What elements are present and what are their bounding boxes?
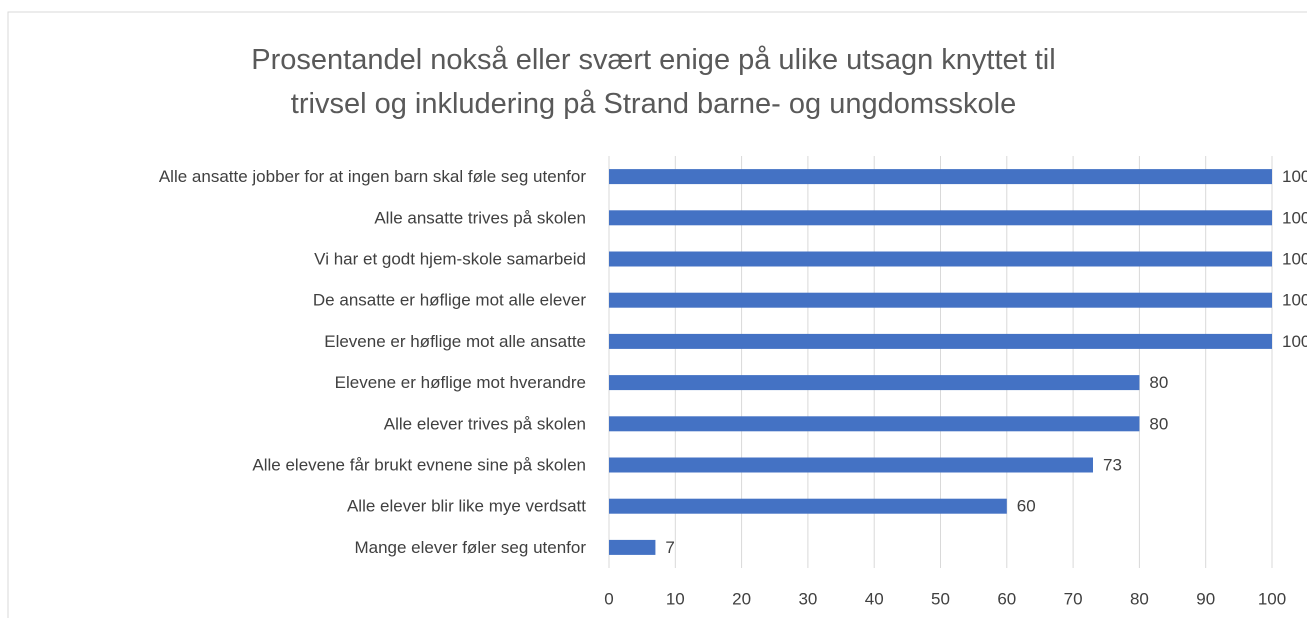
y-tick-label: Alle ansatte jobber for at ingen barn sk…: [159, 167, 586, 186]
bar: [609, 292, 1272, 308]
y-tick-label: Vi har et godt hjem-skole samarbeid: [314, 249, 586, 268]
bar: [609, 498, 1007, 514]
y-tick-label: Alle elevene får brukt evnene sine på sk…: [252, 455, 586, 474]
bar: [609, 251, 1272, 267]
x-tick-label: 0: [604, 589, 613, 608]
value-label: 100: [1282, 208, 1307, 227]
x-tick-label: 40: [865, 589, 884, 608]
y-tick-label: Alle ansatte trives på skolen: [374, 208, 586, 227]
bar: [609, 169, 1272, 185]
chart-title: Prosentandel nokså eller svært enige på …: [251, 44, 1056, 120]
value-label: 100: [1282, 167, 1307, 186]
value-label: 60: [1017, 497, 1036, 516]
y-tick-label: Alle elever trives på skolen: [384, 414, 586, 433]
chart-border: [7, 11, 1307, 618]
bar: [609, 416, 1140, 432]
value-label: 80: [1149, 373, 1168, 392]
x-tick-label: 80: [1130, 589, 1149, 608]
x-tick-label: 90: [1196, 589, 1215, 608]
y-tick-label: Elevene er høflige mot alle ansatte: [324, 332, 586, 351]
bar: [609, 457, 1093, 473]
bar: [609, 539, 656, 555]
x-tick-label: 100: [1258, 589, 1286, 608]
x-tick-label: 10: [666, 589, 685, 608]
y-tick-label: Elevene er høflige mot hverandre: [335, 373, 586, 392]
value-label: 100: [1282, 332, 1307, 351]
y-tick-label: Alle elever blir like mye verdsatt: [347, 497, 586, 516]
value-label: 7: [665, 538, 674, 557]
x-tick-label: 50: [931, 589, 950, 608]
y-tick-label: De ansatte er høflige mot alle elever: [313, 291, 586, 310]
x-tick-label: 60: [997, 589, 1016, 608]
value-label: 80: [1149, 414, 1168, 433]
value-label: 73: [1103, 455, 1122, 474]
x-tick-label: 30: [798, 589, 817, 608]
y-tick-label: Mange elever føler seg utenfor: [354, 538, 586, 557]
x-tick-label: 70: [1064, 589, 1083, 608]
bar: [609, 210, 1272, 226]
value-label: 100: [1282, 249, 1307, 268]
bar: [609, 333, 1272, 349]
bar: [609, 375, 1140, 391]
value-label: 100: [1282, 291, 1307, 310]
x-tick-label: 20: [732, 589, 751, 608]
